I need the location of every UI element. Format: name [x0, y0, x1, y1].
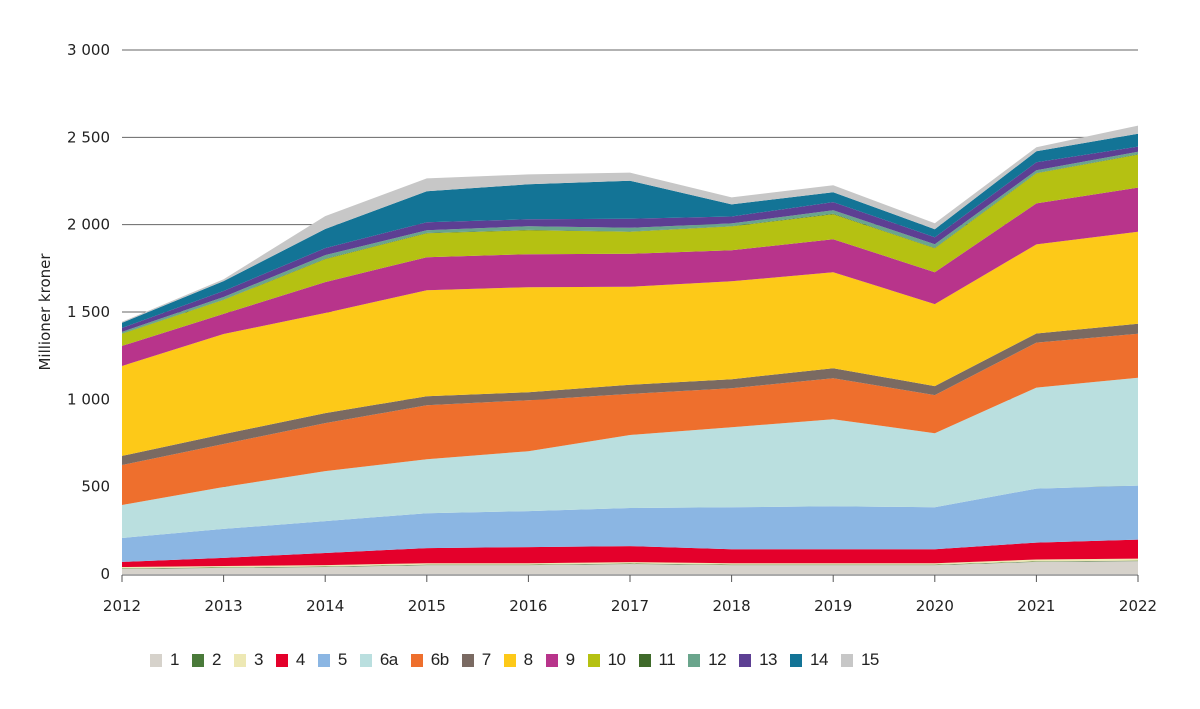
- legend-item-6b: 6b: [410, 650, 449, 670]
- legend-swatch: [790, 653, 803, 667]
- legend-swatch: [461, 653, 474, 667]
- x-tick-label: 2013: [205, 597, 243, 615]
- legend-item-11: 11: [638, 650, 676, 670]
- x-tick-label: 2016: [509, 597, 547, 615]
- legend-swatch: [410, 653, 423, 667]
- legend-item-8: 8: [503, 650, 533, 670]
- area-series-2: [122, 560, 1138, 569]
- y-tick-label: 3 000: [67, 41, 110, 59]
- legend-label: 13: [759, 650, 778, 669]
- legend-label: 14: [810, 650, 828, 669]
- legend-item-3: 3: [233, 650, 263, 670]
- y-tick-label: 500: [81, 478, 110, 496]
- area-series-6a: [122, 377, 1138, 538]
- area-series-3: [122, 558, 1138, 569]
- legend-swatch: [150, 653, 162, 667]
- stacked-area-chart: 2012 2013 2014 2015 2016 2017 2018 2019 2020 2021…: [36, 41, 1157, 615]
- legend-label: 7: [481, 650, 491, 669]
- legend-swatch: [359, 653, 372, 667]
- area-series-4: [122, 539, 1138, 567]
- area-series-8: [122, 231, 1138, 456]
- legend-swatch: [233, 653, 246, 667]
- x-axis: 2012 2013 2014 2015 2016 2017 2018 2019 2020 2021…: [103, 574, 1157, 615]
- legend-item-5: 5: [317, 650, 347, 670]
- area-series-5: [122, 485, 1138, 562]
- x-tick-label: 2014: [306, 597, 344, 615]
- legend-item-10: 10: [587, 650, 626, 670]
- area-series-13: [122, 146, 1138, 332]
- legend-swatch: [638, 653, 651, 667]
- x-tick-label: 2015: [408, 597, 446, 615]
- legend-item-15: 15: [840, 650, 879, 670]
- legend-label: 6b: [430, 650, 449, 669]
- legend-item-4: 4: [275, 650, 305, 670]
- x-tick-label: 2019: [814, 597, 852, 615]
- legend-swatch: [688, 653, 701, 667]
- x-tick-label: 2020: [916, 597, 954, 615]
- y-axis-title: Millioner kroner: [36, 253, 54, 371]
- legend-label: 11: [658, 650, 676, 669]
- legend-label: 2: [211, 650, 221, 669]
- legend-swatch: [739, 653, 752, 667]
- area-series-6b: [122, 333, 1138, 505]
- legend-item-6a: 6a: [359, 650, 398, 670]
- legend-item-1: 1: [150, 650, 179, 670]
- legend-swatch: [840, 653, 853, 667]
- legend-swatch: [317, 653, 330, 667]
- area-series-1: [122, 561, 1138, 574]
- legend-item-7: 7: [461, 650, 491, 670]
- area-series-14: [122, 133, 1138, 328]
- legend-swatch: [191, 653, 204, 667]
- legend-item-14: 14: [790, 650, 828, 670]
- area-series-9: [122, 187, 1138, 366]
- legend-swatch: [545, 653, 558, 667]
- y-tick-label: 2 000: [67, 216, 110, 234]
- x-tick-label: 2012: [103, 597, 141, 615]
- x-tick-label: 2018: [713, 597, 751, 615]
- area-series: [122, 125, 1138, 574]
- x-tick-label: 2021: [1017, 597, 1055, 615]
- legend-label: 15: [860, 650, 879, 669]
- y-tick-label: 2 500: [67, 128, 110, 146]
- legend-item-9: 9: [545, 650, 575, 670]
- y-tick-label: 1 500: [67, 303, 110, 321]
- legend-label: 9: [565, 650, 575, 669]
- x-tick-label: 2017: [611, 597, 649, 615]
- legend-item-13: 13: [739, 650, 778, 670]
- legend-swatch: [587, 653, 600, 667]
- legend: 1 2 3 4 5 6a 6b 7 8 9 10 11 12 13 14 15: [150, 650, 892, 670]
- legend-label: 6a: [379, 650, 398, 669]
- area-series-7: [122, 323, 1138, 465]
- x-tick-label: 2022: [1119, 597, 1157, 615]
- legend-label: 4: [295, 650, 305, 669]
- legend-swatch: [275, 653, 288, 667]
- legend-label: 10: [607, 650, 626, 669]
- legend-label: 1: [170, 650, 179, 669]
- y-axis-tick-labels: 0 500 1 000 1 500 2 000 2 500 3 000: [67, 41, 110, 583]
- legend-item-2: 2: [191, 650, 221, 670]
- y-tick-label: 0: [100, 565, 110, 583]
- legend-item-12: 12: [688, 650, 727, 670]
- area-series-10: [122, 154, 1138, 346]
- y-tick-label: 1 000: [67, 390, 110, 408]
- legend-label: 8: [523, 650, 533, 669]
- legend-label: 3: [253, 650, 263, 669]
- legend-swatch: [503, 653, 516, 667]
- legend-label: 12: [708, 650, 727, 669]
- legend-label: 5: [337, 650, 347, 669]
- area-series-15: [122, 125, 1138, 323]
